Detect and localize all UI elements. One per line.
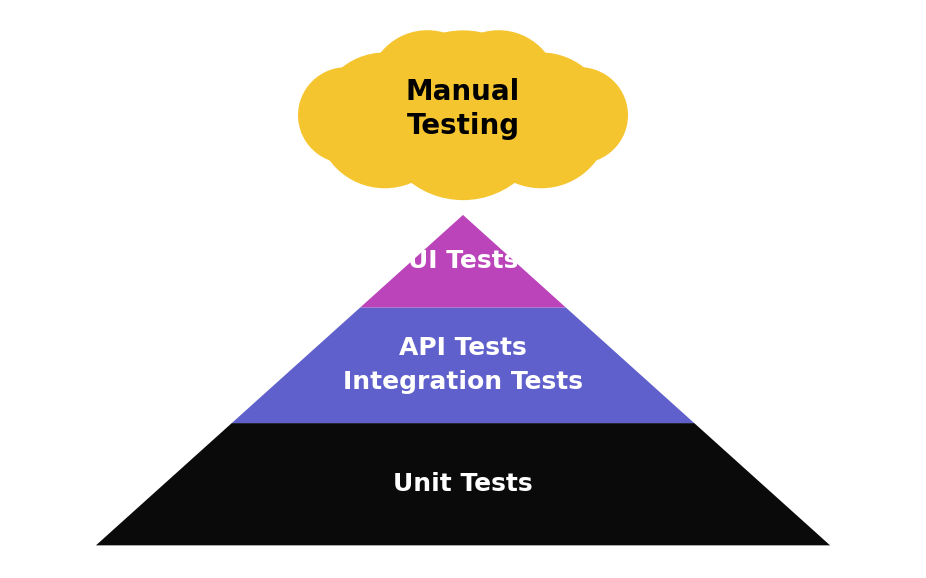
Ellipse shape (378, 31, 548, 200)
Ellipse shape (317, 53, 453, 188)
Polygon shape (232, 307, 694, 423)
Ellipse shape (298, 67, 394, 164)
Ellipse shape (412, 32, 514, 135)
Polygon shape (360, 215, 566, 307)
Ellipse shape (532, 67, 628, 164)
Text: Unit Tests: Unit Tests (394, 472, 532, 497)
Text: UI Tests: UI Tests (407, 249, 519, 273)
Text: Integration Tests: Integration Tests (343, 370, 583, 394)
Ellipse shape (368, 30, 487, 149)
Text: Manual
Testing: Manual Testing (406, 78, 520, 140)
FancyBboxPatch shape (311, 102, 615, 149)
Ellipse shape (439, 30, 558, 149)
Ellipse shape (473, 53, 609, 188)
Polygon shape (96, 423, 830, 546)
Text: API Tests: API Tests (399, 336, 527, 360)
